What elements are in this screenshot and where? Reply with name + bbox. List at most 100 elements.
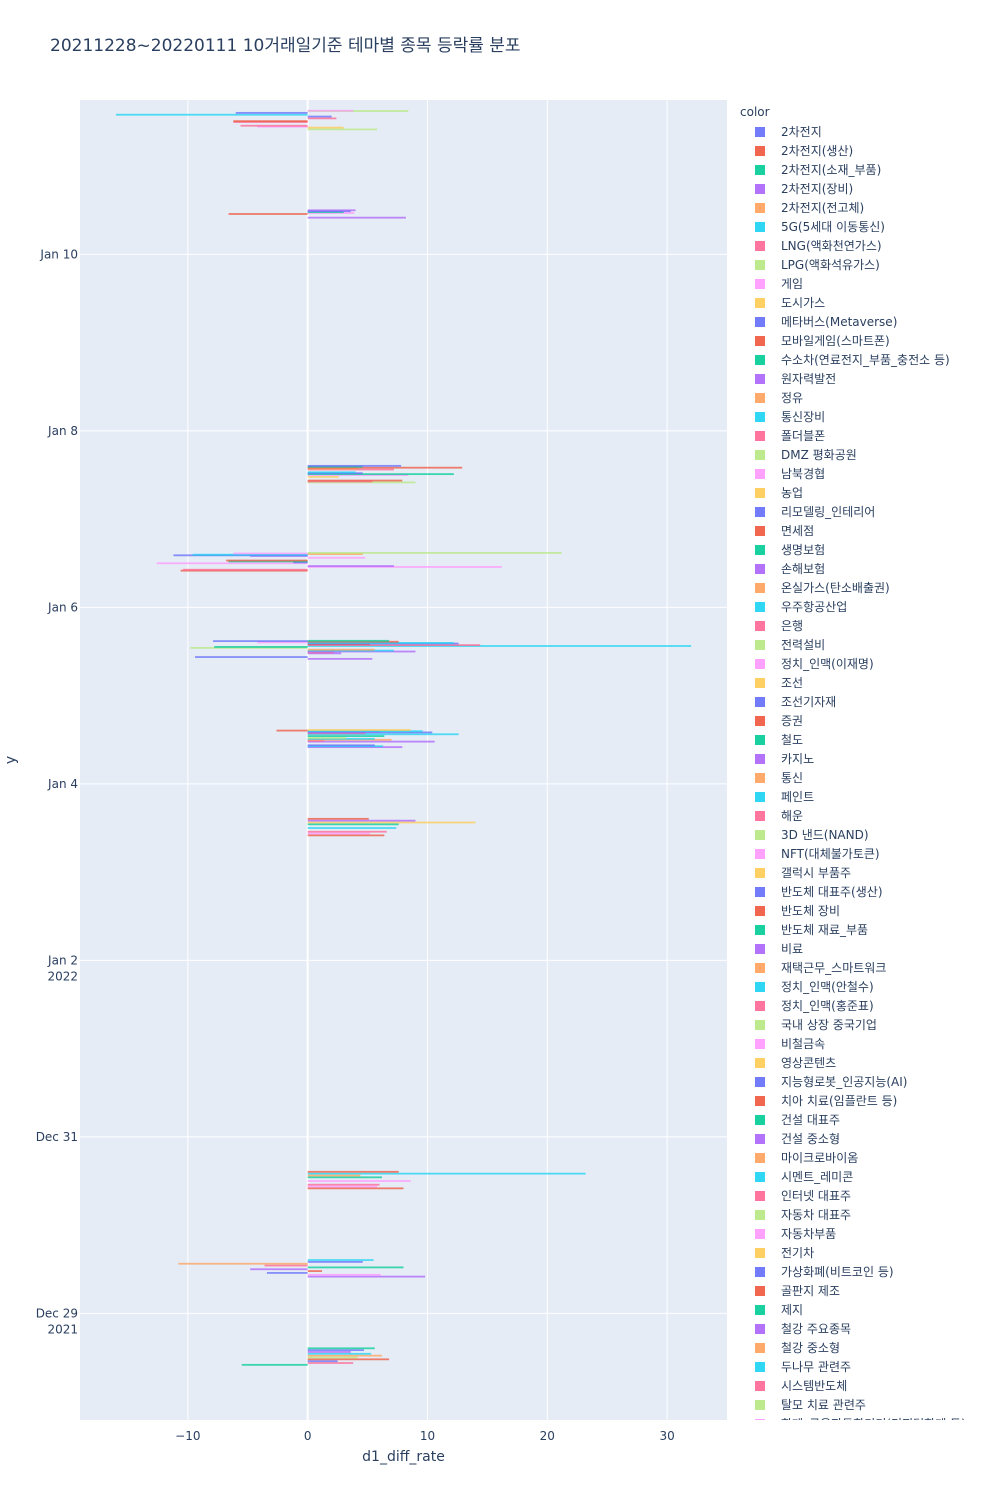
bar[interactable] <box>307 1266 404 1269</box>
bar[interactable] <box>307 479 403 482</box>
bar[interactable] <box>307 474 409 476</box>
bar[interactable] <box>307 1360 338 1363</box>
bar[interactable] <box>233 121 308 123</box>
legend-item[interactable]: 전기차 <box>740 1243 998 1262</box>
bar[interactable] <box>307 745 384 748</box>
bar[interactable] <box>307 1362 354 1364</box>
bar[interactable] <box>307 211 344 214</box>
bar[interactable] <box>190 646 308 649</box>
bar[interactable] <box>307 468 394 471</box>
legend-item[interactable]: LPG(액화석유가스) <box>740 255 998 274</box>
bar[interactable] <box>307 566 502 568</box>
legend-item[interactable]: 정치_인맥(홍준표) <box>740 996 998 1015</box>
bar[interactable] <box>307 832 370 835</box>
bar[interactable] <box>307 834 385 837</box>
bar[interactable] <box>264 1264 308 1267</box>
bar[interactable] <box>307 729 411 731</box>
legend-item[interactable]: 건설 대표주 <box>740 1110 998 1129</box>
bar[interactable] <box>307 1270 323 1272</box>
legend-item[interactable]: 국내 상장 중국기업 <box>740 1015 998 1034</box>
legend-item[interactable]: 지능형로봇_인공지능(AI) <box>740 1072 998 1091</box>
legend-item[interactable]: 카지노 <box>740 749 998 768</box>
legend-item[interactable]: 반도체 대표주(생산) <box>740 882 998 901</box>
bar[interactable] <box>307 467 358 470</box>
bar[interactable] <box>307 115 332 118</box>
bar[interactable] <box>180 569 308 572</box>
bar[interactable] <box>250 1268 308 1271</box>
legend-item[interactable]: 도시가스 <box>740 293 998 312</box>
legend-item[interactable]: 2차전지(전고체) <box>740 198 998 217</box>
bar[interactable] <box>307 551 562 554</box>
legend-item[interactable]: 시멘트_레미콘 <box>740 1167 998 1186</box>
bar[interactable] <box>307 735 385 738</box>
legend-item[interactable]: 재택근무_스마트워크 <box>740 958 998 977</box>
bar[interactable] <box>156 562 308 565</box>
bar[interactable] <box>307 1358 390 1361</box>
legend-item[interactable]: DMZ 평화공원 <box>740 445 998 464</box>
bar[interactable] <box>307 1273 381 1276</box>
bar[interactable] <box>233 120 308 123</box>
legend-item[interactable]: 조선 <box>740 673 998 692</box>
legend-item[interactable]: 제지 <box>740 1300 998 1319</box>
bar[interactable] <box>307 738 392 741</box>
bar[interactable] <box>307 639 390 642</box>
bar[interactable] <box>233 552 308 555</box>
bar[interactable] <box>307 827 397 829</box>
legend-item[interactable]: 철강 주요종목 <box>740 1319 998 1338</box>
bar[interactable] <box>307 819 416 822</box>
bar[interactable] <box>307 210 351 213</box>
bar[interactable] <box>307 657 373 660</box>
legend-item[interactable]: 인터넷 대표주 <box>740 1186 998 1205</box>
bar[interactable] <box>307 472 363 475</box>
legend-item[interactable]: 모바일게임(스마트폰) <box>740 331 998 350</box>
bar[interactable] <box>307 1349 364 1352</box>
bar[interactable] <box>266 1272 308 1274</box>
legend-item[interactable]: 3D 낸드(NAND) <box>740 825 998 844</box>
legend-item[interactable]: 철도 <box>740 730 998 749</box>
bar[interactable] <box>307 732 366 735</box>
bar[interactable] <box>307 1356 358 1359</box>
bar[interactable] <box>307 821 476 824</box>
bar[interactable] <box>183 568 308 571</box>
legend-item[interactable]: 전력설비 <box>740 635 998 654</box>
legend-item[interactable]: 은행 <box>740 616 998 635</box>
legend-item[interactable]: 농업 <box>740 483 998 502</box>
legend-item[interactable]: 2차전지(장비) <box>740 179 998 198</box>
legend-item[interactable]: 갤럭시 부품주 <box>740 863 998 882</box>
bar[interactable] <box>307 466 463 469</box>
bar[interactable] <box>307 128 378 131</box>
legend-item[interactable]: 우주항공산업 <box>740 597 998 616</box>
bar[interactable] <box>307 475 339 478</box>
legend-item[interactable]: 반도체 재료_부품 <box>740 920 998 939</box>
legend-item[interactable]: 통신 <box>740 768 998 787</box>
legend-item[interactable]: 수소차(연료전지_부품_충전소 등) <box>740 350 998 369</box>
bar[interactable] <box>307 1351 351 1353</box>
legend-item[interactable]: 자동차 대표주 <box>740 1205 998 1224</box>
bar[interactable] <box>307 212 355 214</box>
bar[interactable] <box>228 213 308 215</box>
bar[interactable] <box>178 1262 308 1265</box>
bar[interactable] <box>307 642 454 644</box>
bar[interactable] <box>307 648 375 651</box>
bar[interactable] <box>307 1172 586 1175</box>
bar[interactable] <box>307 556 366 559</box>
bar[interactable] <box>307 1347 375 1350</box>
legend-item[interactable]: 비료 <box>740 939 998 958</box>
bar[interactable] <box>307 746 403 749</box>
legend-item[interactable]: 건설 중소형 <box>740 1129 998 1148</box>
legend-item[interactable]: 영상콘텐츠 <box>740 1053 998 1072</box>
bar[interactable] <box>307 465 363 468</box>
bar[interactable] <box>307 553 363 555</box>
bar[interactable] <box>307 737 375 740</box>
legend-item[interactable]: 면세점 <box>740 521 998 540</box>
bar[interactable] <box>214 646 308 648</box>
bar[interactable] <box>307 1176 382 1179</box>
legend-item[interactable]: 정치_인맥(안철수) <box>740 977 998 996</box>
bar[interactable] <box>307 744 375 747</box>
bar[interactable] <box>212 640 308 643</box>
legend-item[interactable]: 메타버스(Metaverse) <box>740 312 998 331</box>
legend-item[interactable]: 반도체 장비 <box>740 901 998 920</box>
legend-item[interactable]: 리모델링_인테리어 <box>740 502 998 521</box>
bar[interactable] <box>307 737 346 739</box>
bar[interactable] <box>307 471 356 474</box>
